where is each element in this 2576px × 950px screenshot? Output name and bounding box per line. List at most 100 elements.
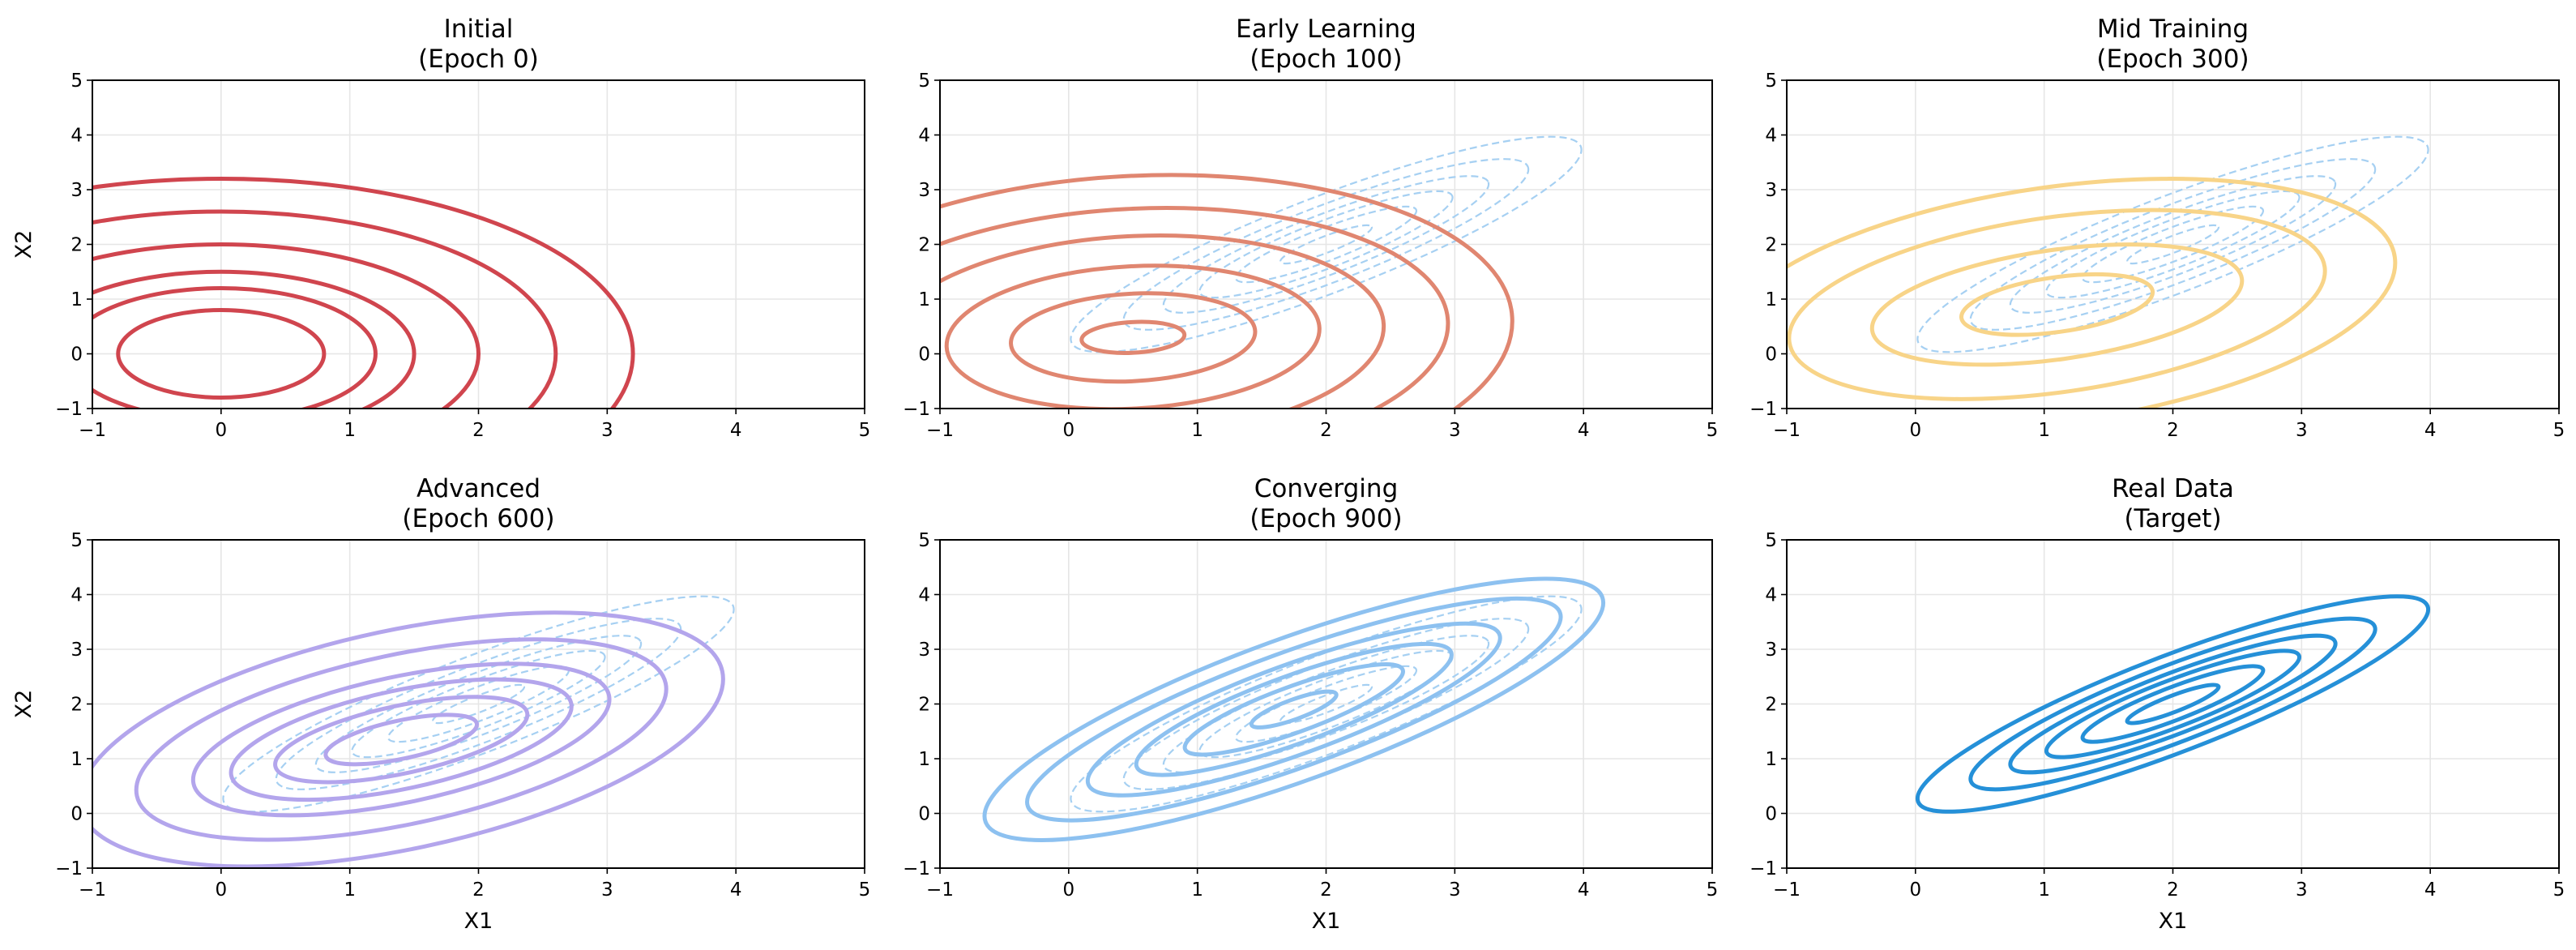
model-contour [92, 177, 635, 409]
x-axis-label: X1 [464, 909, 493, 934]
target-contour [1234, 665, 1418, 743]
y-tick-label: 0 [70, 344, 83, 366]
y-tick-label: 1 [1765, 289, 1777, 310]
model-contour [1009, 291, 1258, 384]
y-tick-label: 0 [1765, 804, 1777, 825]
y-tick-label: −1 [903, 399, 930, 420]
plot-area [982, 576, 1606, 842]
model-contour [982, 576, 1606, 842]
x-tick-label: 2 [2167, 420, 2179, 441]
model-contour [2008, 633, 2338, 775]
panel-subtitle: (Epoch 600) [402, 504, 554, 533]
x-tick-label: 5 [1707, 420, 1719, 441]
plot-area [1915, 594, 2431, 814]
y-tick-label: 1 [1765, 749, 1777, 770]
model-contour [940, 233, 1386, 409]
panel-2: −1 0 1 2 3 4 5 −1 0 1 2 3 4 5 Early Learning(Epoch 100… [903, 15, 1719, 441]
target-contour [2045, 190, 2300, 299]
y-tick-label: 5 [70, 530, 83, 551]
panel-subtitle: (Target) [2124, 504, 2221, 533]
panel-1: −1 0 1 2 3 4 5 −1 0 1 2 3 4 5 Initial(Epoch 0) X2 [11, 15, 871, 441]
model-contour [1787, 208, 2327, 401]
model-contour [1085, 621, 1502, 798]
y-tick-label: −1 [1749, 399, 1777, 420]
y-tick-label: −1 [55, 858, 83, 879]
y-tick-label: 4 [1765, 585, 1777, 606]
plot-area [1787, 135, 2429, 409]
y-tick-label: 2 [70, 235, 83, 256]
y-tick-label: −1 [55, 399, 83, 420]
target-contour [1162, 635, 1490, 773]
x-tick-label: 0 [216, 879, 228, 901]
x-tick-label: −1 [926, 420, 954, 441]
x-tick-label: 2 [2167, 879, 2179, 901]
x-tick-label: 1 [344, 420, 356, 441]
model-contour [116, 308, 327, 400]
x-tick-label: 5 [859, 420, 871, 441]
y-tick-label: 3 [1765, 180, 1777, 201]
y-tick-label: 2 [1765, 235, 1777, 256]
x-tick-label: 1 [2038, 420, 2050, 441]
x-tick-label: 3 [601, 420, 613, 441]
y-tick-label: 2 [918, 235, 930, 256]
y-tick-label: 3 [70, 640, 83, 661]
target-contour [1162, 175, 1490, 314]
model-contour [1787, 177, 2398, 409]
y-tick-label: 4 [70, 585, 83, 606]
x-tick-label: 3 [2296, 420, 2308, 441]
y-tick-label: 4 [918, 585, 930, 606]
target-contour [222, 595, 735, 813]
y-tick-label: 4 [70, 126, 83, 147]
model-contour [2044, 648, 2302, 760]
model-contour [92, 209, 558, 409]
panel-title: Advanced [417, 474, 540, 503]
x-tick-label: 4 [1578, 420, 1590, 441]
panel-title: Initial [444, 15, 514, 44]
panel-6: −1 0 1 2 3 4 5 −1 0 1 2 3 4 5 Real Data(Target) X1 [1749, 474, 2565, 934]
model-contour [1959, 272, 2155, 337]
model-contour [2125, 683, 2221, 725]
y-tick-label: 1 [70, 289, 83, 310]
x-tick-label: 3 [601, 879, 613, 901]
y-tick-label: 1 [918, 749, 930, 770]
model-contour [92, 269, 417, 409]
model-contour [1134, 641, 1454, 777]
x-tick-label: 0 [1063, 879, 1075, 901]
model-contour [1182, 662, 1405, 757]
model-contour [92, 286, 378, 409]
plot-area [92, 177, 635, 409]
x-tick-label: 4 [2424, 879, 2437, 901]
model-contour [1249, 689, 1339, 730]
x-tick-label: 2 [472, 879, 485, 901]
x-tick-label: 2 [1320, 879, 1332, 901]
y-tick-label: 4 [1765, 126, 1777, 147]
model-contour [1915, 594, 2431, 814]
y-tick-label: 1 [918, 289, 930, 310]
model-contour [1025, 596, 1563, 823]
x-tick-label: 5 [2553, 879, 2565, 901]
target-contour [1279, 224, 1373, 265]
x-tick-label: 1 [344, 879, 356, 901]
target-contour [1916, 135, 2429, 353]
x-tick-label: −1 [1773, 879, 1801, 901]
y-tick-label: 5 [1765, 71, 1777, 92]
y-tick-label: 4 [918, 126, 930, 147]
y-tick-label: 5 [70, 71, 83, 92]
y-tick-label: 3 [1765, 640, 1777, 661]
panel-title: Converging [1254, 474, 1399, 503]
x-tick-label: 0 [1910, 420, 1922, 441]
model-contour [1968, 616, 2377, 792]
panel-5: −1 0 1 2 3 4 5 −1 0 1 2 3 4 5 Converging(Epoch 900) X1 [903, 474, 1718, 934]
y-tick-label: 5 [918, 71, 930, 92]
x-tick-label: 1 [2038, 879, 2050, 901]
y-tick-label: 3 [918, 640, 930, 661]
x-tick-label: −1 [79, 420, 106, 441]
x-tick-label: −1 [79, 879, 106, 901]
panel-title: Real Data [2112, 474, 2234, 503]
x-tick-label: 2 [472, 420, 485, 441]
x-tick-label: −1 [1773, 420, 1801, 441]
panel-subtitle: (Epoch 300) [2096, 45, 2249, 74]
model-contour [273, 695, 530, 785]
y-axis-label: X2 [11, 690, 36, 719]
